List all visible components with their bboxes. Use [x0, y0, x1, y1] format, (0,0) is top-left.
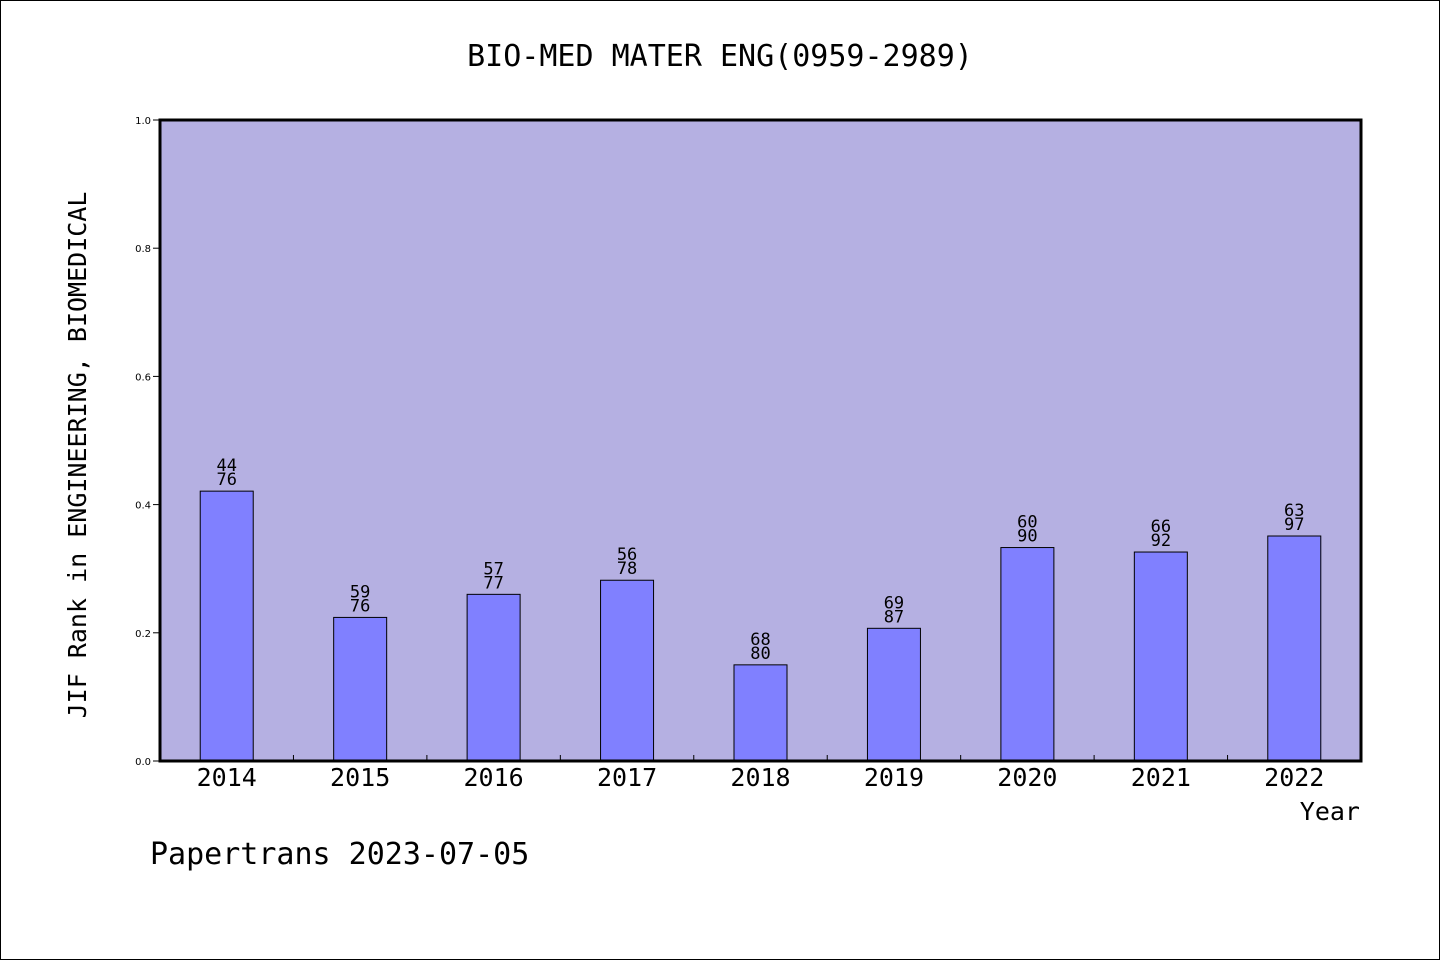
- bar-2015: [333, 616, 388, 762]
- y-tick-label: 0.4: [135, 501, 151, 512]
- y-axis-label: JIF Rank in ENGINEERING, BIOMEDICAL: [63, 192, 92, 719]
- y-tick-label: 0.6: [135, 372, 151, 383]
- bar-label-rank: 69: [884, 593, 904, 613]
- bar-label-total: 92: [1151, 531, 1171, 551]
- bar-2020: [1000, 547, 1055, 762]
- bar-label-total: 76: [350, 596, 370, 616]
- bar-label-rank: 63: [1284, 501, 1304, 521]
- x-tick-label: 2020: [997, 763, 1057, 792]
- chart-title: BIO-MED MATER ENG(0959-2989): [467, 39, 973, 74]
- bar-label-rank: 44: [216, 456, 236, 476]
- x-tick-label: 2015: [330, 763, 390, 792]
- bar-label-rank: 59: [350, 582, 370, 602]
- x-tick-label: 2018: [730, 763, 790, 792]
- bar-label-rank: 60: [1017, 513, 1037, 533]
- y-tick-label: 0.2: [135, 629, 151, 640]
- x-tick-label: 2016: [464, 763, 524, 792]
- bar-label-total: 80: [750, 644, 770, 664]
- bar-2016: [466, 593, 521, 762]
- x-tick-label: 2014: [197, 763, 257, 792]
- bar-2017: [600, 579, 655, 762]
- bar-2014: [199, 490, 254, 762]
- bar-2021: [1133, 551, 1188, 762]
- x-tick-label: 2017: [597, 763, 657, 792]
- bar-label-rank: 66: [1151, 517, 1171, 537]
- bar-label-total: 78: [617, 559, 637, 579]
- x-tick-label: 2022: [1264, 763, 1324, 792]
- bar-label-rank: 57: [483, 559, 503, 579]
- bar-label-total: 90: [1017, 527, 1037, 547]
- footer-text: Papertrans 2023-07-05: [150, 837, 529, 872]
- bar-label-total: 87: [884, 607, 904, 627]
- bar-label-rank: 56: [617, 545, 637, 565]
- bar-2022: [1267, 535, 1322, 762]
- bar-2018: [733, 664, 788, 762]
- bar-label-rank: 68: [750, 630, 770, 650]
- y-tick-label: 0.8: [135, 244, 151, 255]
- bar-label-total: 76: [216, 470, 236, 490]
- x-tick-label: 2021: [1131, 763, 1191, 792]
- bar-label-total: 97: [1284, 515, 1304, 535]
- bar-2019: [866, 627, 921, 762]
- x-axis-label: Year: [1300, 797, 1360, 826]
- y-tick-label: 1.0: [135, 116, 151, 127]
- x-tick-label: 2019: [864, 763, 924, 792]
- y-tick-label: 0.0: [135, 757, 151, 768]
- x-axis: 2014 2015 2016 2017 2018 2019 2020 2021 2022: [197, 755, 1324, 792]
- plot-frame: [158, 118, 1363, 763]
- bar-label-total: 77: [483, 573, 503, 593]
